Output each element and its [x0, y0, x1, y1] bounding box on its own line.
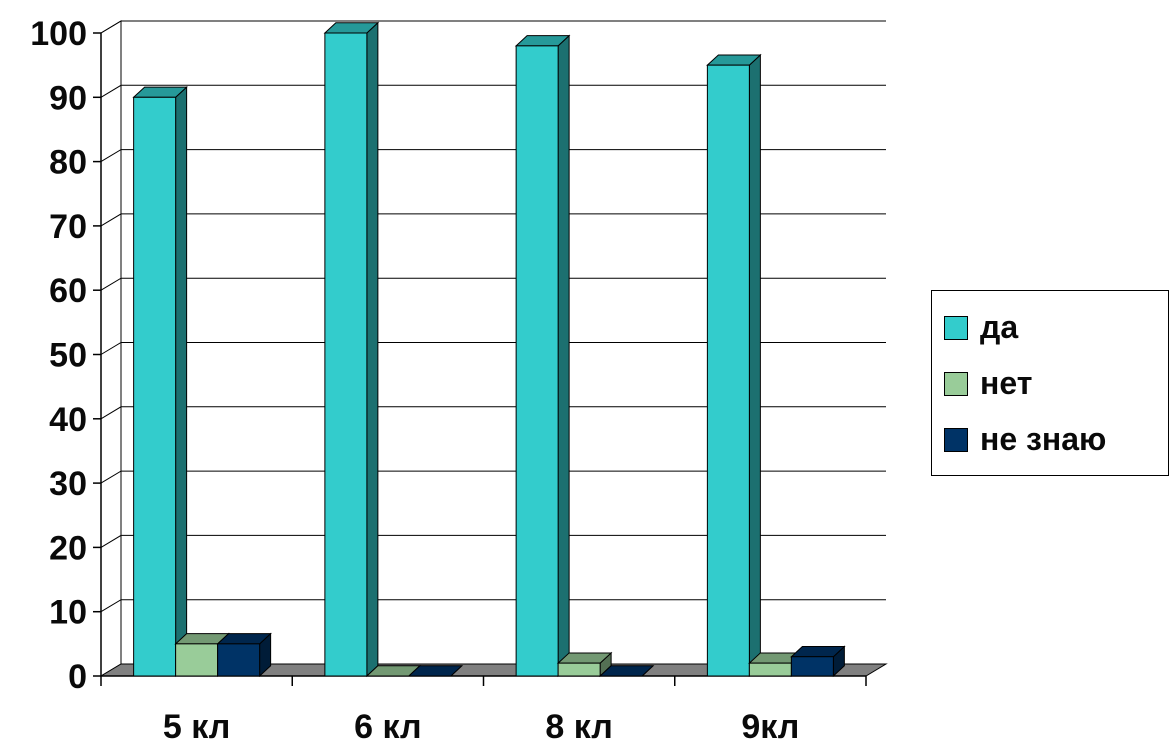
legend-swatch-dont-know: [944, 427, 968, 452]
grid-lines: [99, 20, 888, 677]
legend-item-no: нет: [944, 365, 1032, 402]
bar-front: [133, 96, 177, 677]
bar-top: [598, 665, 655, 677]
bar-side: [175, 85, 188, 678]
bar: [132, 85, 188, 678]
gridline: [100, 84, 886, 98]
legend-swatch-no: [944, 371, 968, 396]
bar-front: [557, 662, 601, 677]
bar: [407, 665, 464, 677]
y-tick-label: 80: [49, 144, 87, 182]
y-tick-label: 30: [49, 465, 87, 503]
legend-label-yes: да: [980, 309, 1019, 345]
y-tick-label: 40: [49, 401, 87, 439]
y-tick-label: 10: [49, 594, 87, 632]
legend: да нет не знаю: [931, 290, 1169, 476]
y-tick-label: 90: [49, 79, 87, 117]
bar: [323, 21, 380, 678]
bar-front: [706, 64, 750, 677]
gridline: [100, 149, 886, 163]
bar-side: [366, 21, 379, 678]
bar: [790, 645, 846, 678]
bar-side: [748, 53, 761, 678]
x-tick-label: 9кл: [741, 708, 799, 745]
gridline: [100, 277, 886, 291]
gridline: [100, 342, 886, 355]
y-tick-label: 70: [49, 208, 87, 246]
gridline: [100, 20, 886, 34]
legend-item-dont-know: не знаю: [944, 421, 1106, 458]
bar: [216, 632, 272, 678]
gridline: [100, 406, 886, 420]
y-tick-label: 60: [49, 272, 87, 310]
bar: [598, 665, 655, 677]
bar-top: [407, 665, 464, 677]
bar-front: [324, 32, 368, 677]
bar: [706, 53, 762, 678]
bar-front: [790, 656, 834, 677]
bar-side: [557, 34, 570, 678]
gridline: [100, 213, 886, 227]
y-tick-labels: 0 10 20 30 40 50 60 70 80 90 100: [30, 15, 87, 696]
bars: [132, 21, 846, 678]
bar: [514, 34, 571, 678]
x-tick-label: 8 кл: [545, 708, 612, 745]
y-tick-label: 100: [30, 15, 87, 53]
x-tick-label: 5 кл: [163, 708, 230, 745]
y-tick-label: 20: [49, 529, 87, 567]
bar-front: [515, 45, 559, 677]
y-tick-label: 50: [49, 337, 87, 375]
x-tick-label: 6 кл: [354, 708, 421, 745]
legend-item-yes: да: [944, 309, 1018, 346]
legend-label-no: нет: [980, 365, 1033, 401]
legend-swatch-yes: [944, 315, 968, 340]
gridline: [100, 599, 886, 613]
gridline: [100, 534, 886, 548]
gridline: [100, 470, 886, 484]
legend-label-dont-know: не знаю: [980, 421, 1107, 457]
y-tick-label: 0: [68, 658, 87, 696]
x-tick-labels: 5 кл 6 кл 8 кл 9кл: [163, 708, 799, 745]
bar: [556, 651, 613, 678]
bar-front: [175, 643, 219, 677]
bar-front: [217, 643, 261, 677]
bar-front: [748, 662, 792, 677]
